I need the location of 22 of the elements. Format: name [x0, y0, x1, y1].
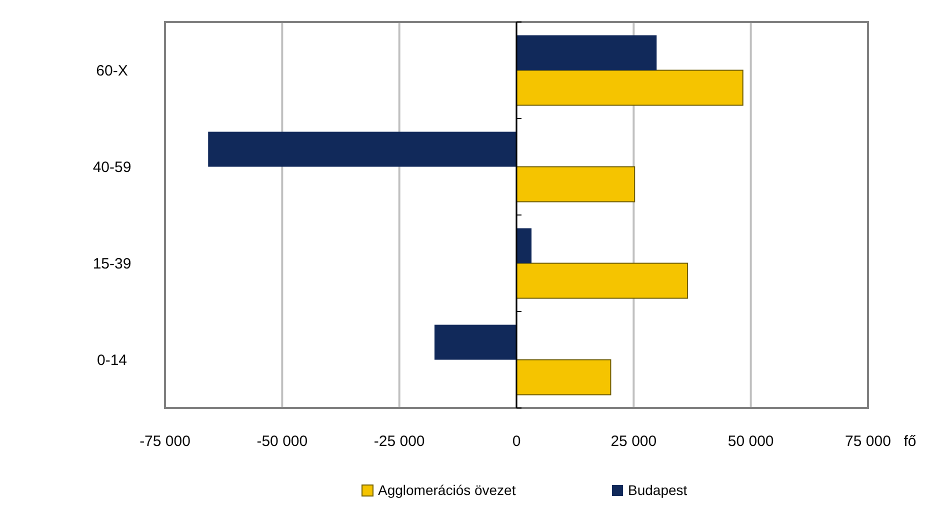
x-tick-label: 0: [512, 433, 521, 450]
y-tick-label: 60-X: [96, 62, 128, 80]
legend-label: Budapest: [628, 482, 688, 498]
x-tick-label: -25 000: [374, 433, 425, 450]
bar: [516, 35, 657, 70]
bar: [516, 166, 636, 202]
bar: [516, 359, 612, 396]
x-tick-label: 50 000: [728, 433, 774, 450]
legend-label: Agglomerációs övezet: [378, 482, 516, 498]
x-tick-label: -50 000: [256, 433, 308, 450]
y-tick-label: 40-59: [92, 158, 132, 176]
bar: [516, 70, 744, 106]
y-tick-label: 0-14: [96, 352, 128, 369]
bar: [208, 132, 516, 167]
bar: [516, 262, 688, 299]
x-tick-label: 75 000: [845, 433, 891, 450]
y-tick-label: 15-39: [92, 255, 132, 272]
x-tick-label: 25 000: [610, 433, 657, 450]
x-axis-title: fő: [904, 433, 916, 450]
bar: [434, 324, 516, 360]
x-tick-label: -75 000: [140, 433, 190, 450]
bar: [516, 228, 532, 264]
